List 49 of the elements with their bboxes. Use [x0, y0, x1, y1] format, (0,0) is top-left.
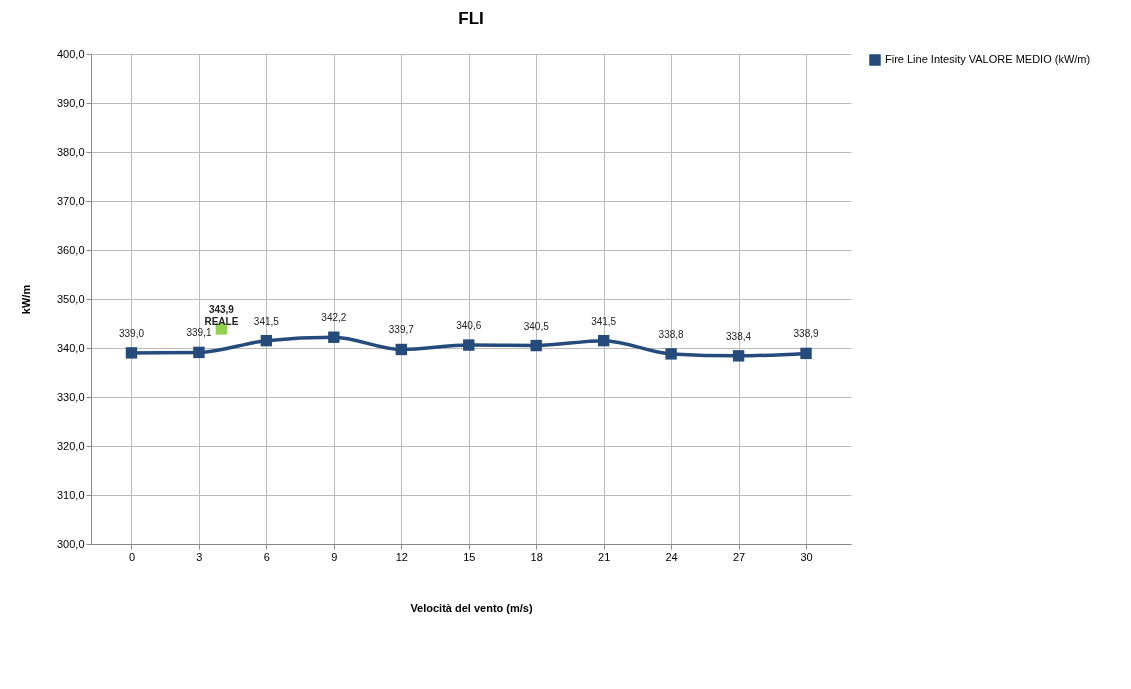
data-label: 343,9 REALE — [204, 303, 239, 327]
point — [463, 339, 475, 351]
x-tick-label: 30 — [800, 550, 813, 563]
y-tick-label: 330,0 — [56, 390, 85, 403]
y-tick-label: 320,0 — [56, 439, 85, 452]
y-tick-label: 360,0 — [56, 243, 85, 256]
y-tick-label: 400,0 — [56, 47, 85, 60]
x-tick-label: 3 — [196, 550, 203, 563]
x-tick-label: 9 — [331, 550, 338, 563]
x-tick-label: 24 — [665, 550, 678, 563]
y-tick-label: 350,0 — [56, 292, 85, 305]
data-label: 339,7 — [388, 324, 415, 336]
point — [732, 350, 745, 362]
data-label: 338,4 — [726, 330, 752, 342]
y-tick-label: 380,0 — [56, 145, 85, 158]
point — [800, 347, 812, 360]
x-tick-label: 21 — [598, 550, 611, 563]
data-label: 339,0 — [118, 327, 145, 339]
data-label: 338,9 — [793, 328, 819, 340]
legend-label: Fire Line Intesity VALORE MEDIO (kW/m) — [885, 53, 1091, 65]
data-label: 339,1 — [186, 327, 212, 339]
point — [395, 343, 407, 356]
x-tick-label: 27 — [732, 550, 746, 563]
y-tick-label: 390,0 — [56, 96, 85, 109]
y-tick-label: 370,0 — [56, 194, 85, 207]
data-label: 338,8 — [658, 328, 685, 340]
y-axis-title: kW/m — [19, 284, 32, 315]
point — [530, 339, 542, 352]
x-tick-label: 12 — [395, 550, 408, 563]
x-tick-label: 18 — [530, 550, 543, 563]
point — [260, 334, 273, 347]
x-tick-label: 6 — [263, 550, 270, 563]
point — [125, 347, 138, 359]
data-label: 341,5 — [591, 315, 617, 327]
data-label: 342,2 — [321, 312, 347, 324]
point — [665, 348, 677, 360]
point — [597, 334, 610, 347]
x-tick-label: 0 — [128, 550, 136, 563]
chart-title: FLI — [458, 9, 484, 28]
data-label: 340,5 — [523, 320, 550, 332]
x-axis-title: Velocità del vento (m/s) — [410, 601, 533, 614]
point — [193, 346, 205, 359]
y-tick-label: 310,0 — [56, 488, 85, 501]
data-label: 340,6 — [456, 320, 482, 332]
data-label: 341,5 — [253, 315, 280, 327]
x-tick-label: 15 — [463, 550, 476, 563]
point — [328, 331, 340, 343]
y-tick-label: 300,0 — [56, 537, 85, 550]
y-tick-label: 340,0 — [56, 341, 85, 354]
